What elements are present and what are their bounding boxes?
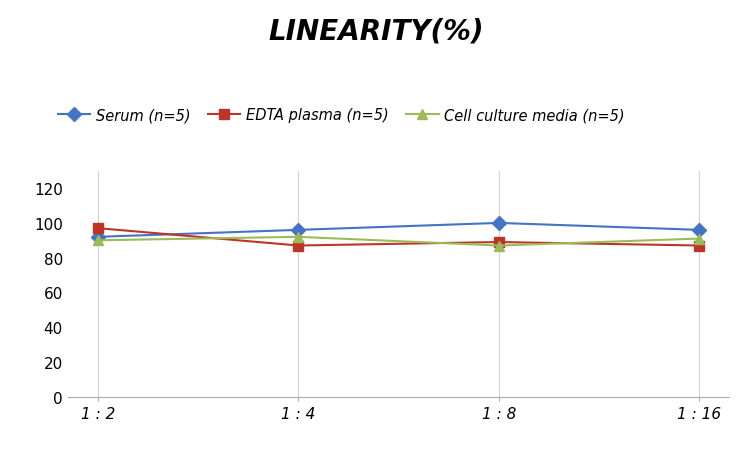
EDTA plasma (n=5) xyxy=(494,240,503,245)
Serum (n=5) xyxy=(695,228,704,233)
Serum (n=5) xyxy=(93,235,102,240)
Legend: Serum (n=5), EDTA plasma (n=5), Cell culture media (n=5): Serum (n=5), EDTA plasma (n=5), Cell cul… xyxy=(53,102,631,129)
Cell culture media (n=5) xyxy=(695,236,704,242)
EDTA plasma (n=5) xyxy=(93,226,102,231)
Line: EDTA plasma (n=5): EDTA plasma (n=5) xyxy=(93,224,704,251)
Serum (n=5) xyxy=(294,228,303,233)
Line: Cell culture media (n=5): Cell culture media (n=5) xyxy=(93,232,704,251)
Cell culture media (n=5) xyxy=(294,235,303,240)
EDTA plasma (n=5) xyxy=(294,243,303,249)
Cell culture media (n=5) xyxy=(93,238,102,244)
Text: LINEARITY(%): LINEARITY(%) xyxy=(268,18,484,46)
EDTA plasma (n=5) xyxy=(695,243,704,249)
Serum (n=5) xyxy=(494,221,503,226)
Line: Serum (n=5): Serum (n=5) xyxy=(93,219,704,242)
Cell culture media (n=5) xyxy=(494,243,503,249)
